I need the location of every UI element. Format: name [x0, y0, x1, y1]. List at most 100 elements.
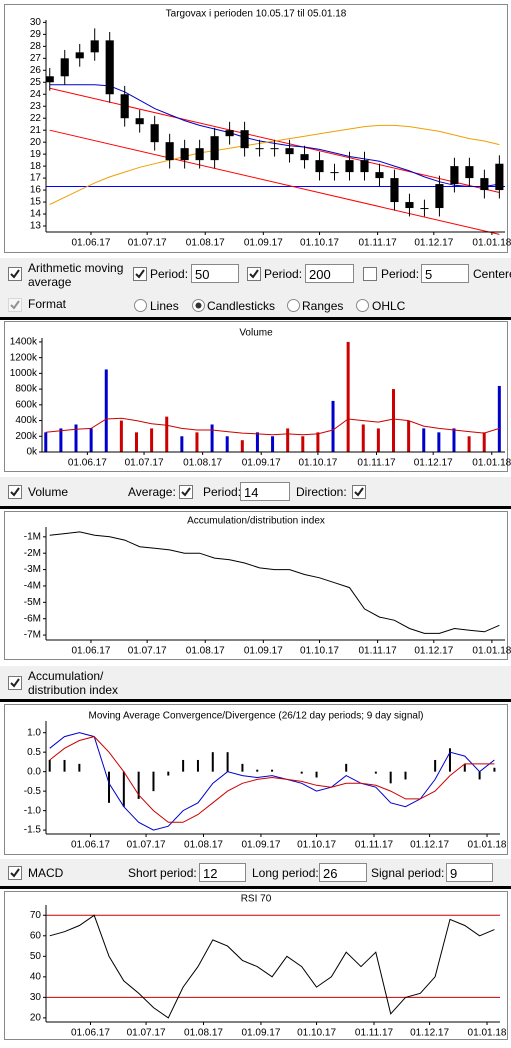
checkbox[interactable]	[8, 298, 22, 312]
x-tick-label: 01.12.17	[410, 1028, 449, 1039]
x-tick-label: 01.12.17	[414, 646, 453, 657]
trend-line	[49, 129, 500, 235]
volume-bar	[437, 432, 441, 452]
volume-bar	[165, 416, 169, 452]
y-tick-label: 26	[30, 65, 42, 76]
chart-title: Volume	[239, 328, 273, 339]
label: Format	[28, 297, 67, 311]
x-tick-label: 01.06.17	[71, 1028, 110, 1039]
y-tick-label: -3M	[24, 564, 41, 575]
checkbox[interactable]	[247, 267, 261, 281]
x-tick-label: 01.08.17	[184, 840, 223, 851]
volume-bar	[255, 432, 259, 452]
series-line	[49, 914, 495, 1019]
y-tick-label: -1.5	[24, 825, 42, 836]
candle-body	[75, 52, 84, 59]
input[interactable]: 12	[199, 863, 246, 882]
check-mark	[10, 868, 20, 878]
y-tick-label: -1.0	[24, 805, 42, 816]
volume-bar	[331, 400, 335, 452]
x-tick-label: 01.07.17	[128, 646, 167, 657]
y-tick-label: 24	[30, 89, 42, 100]
candle-body	[375, 172, 384, 179]
input[interactable]: 200	[305, 264, 354, 283]
y-tick-label: 28	[30, 41, 42, 52]
y-tick-label: -6M	[24, 613, 41, 624]
x-tick-label: 01.10.17	[300, 646, 339, 657]
y-tick-label: -2M	[24, 548, 41, 559]
volume-bar	[482, 432, 486, 452]
y-tick-label: 29	[30, 29, 42, 40]
label: Arithmetic moving average	[28, 261, 124, 289]
x-tick-label: 01.11.17	[355, 840, 394, 851]
y-tick-label: 1.0	[27, 727, 41, 738]
candle-body	[135, 118, 144, 125]
y-tick-label: 30	[30, 992, 42, 1003]
y-tick-label: 27	[30, 53, 42, 64]
checkbox[interactable]	[363, 267, 377, 281]
radio[interactable]	[134, 299, 147, 312]
checkbox[interactable]	[8, 676, 22, 690]
checkbox[interactable]	[8, 485, 22, 499]
checkbox[interactable]	[8, 866, 22, 880]
volume-chart: Volume 0k 200k 400k 600k 800k 1000k 1200k 1400k 0…	[4, 321, 511, 472]
checkbox[interactable]	[179, 485, 193, 499]
input[interactable]: 14	[240, 482, 290, 501]
y-tick-label: 14	[30, 209, 42, 220]
candle-body	[270, 148, 279, 150]
volume-bar	[44, 432, 48, 452]
y-tick-label: 18	[30, 161, 42, 172]
x-tick-label: 01.07.17	[127, 840, 166, 851]
checkbox[interactable]	[8, 267, 22, 281]
checkbox[interactable]	[352, 485, 366, 499]
candle-body	[45, 76, 54, 83]
y-tick-label: 800k	[15, 384, 38, 395]
chart-title: Targovax i perioden 10.05.17 til 05.01.1…	[166, 9, 347, 20]
candle-body	[165, 142, 174, 161]
candle-body	[195, 148, 204, 161]
label: Accumulation/ distribution index	[28, 669, 119, 697]
candle-body	[90, 40, 99, 53]
volume-bar	[286, 428, 290, 452]
volume-bar	[89, 428, 93, 452]
chart-title: RSI 70	[241, 894, 272, 905]
volume-bar	[376, 428, 380, 452]
x-tick-label: 01.06.17	[71, 646, 110, 657]
x-tick-label: 01.12.17	[414, 458, 453, 469]
input[interactable]: 26	[319, 863, 367, 882]
label: OHLC	[372, 299, 406, 313]
x-tick-label: 01.09.17	[244, 646, 283, 657]
check-mark	[249, 269, 259, 279]
label: Long period:	[252, 866, 319, 880]
chart-title: Moving Average Convergence/Divergence (2…	[88, 711, 423, 722]
label: MACD	[28, 866, 64, 880]
input[interactable]: 9	[446, 863, 493, 882]
rsi-chart: RSI 70 20 30 40 50 60 70 01.06.17 01.07.17 01.08.…	[4, 891, 508, 1040]
separator	[0, 317, 511, 320]
series-line	[49, 736, 495, 823]
candle-body	[345, 160, 354, 173]
frame	[4, 511, 508, 660]
series-line	[49, 732, 495, 831]
input[interactable]: 5	[421, 264, 469, 283]
x-tick-label: 01.01.18	[468, 840, 507, 851]
separator	[0, 699, 511, 702]
x-tick-label: 01.01.18	[468, 1028, 507, 1039]
y-tick-label: 200k	[15, 431, 38, 442]
radio[interactable]	[356, 299, 369, 312]
volume-bar	[407, 420, 411, 452]
label: Ranges	[302, 299, 344, 313]
frame	[4, 891, 508, 1040]
input[interactable]: 50	[191, 264, 239, 283]
label: Average:	[128, 485, 176, 499]
checkbox[interactable]	[133, 267, 147, 281]
radio[interactable]	[287, 299, 300, 312]
radio[interactable]	[192, 299, 205, 312]
ma-controls: Arithmetic moving average Period: 50 Per…	[0, 258, 511, 318]
y-tick-label: 0.0	[27, 766, 41, 777]
y-tick-label: -5M	[24, 597, 41, 608]
y-tick-label: 0.5	[27, 747, 41, 758]
x-tick-label: 01.11.17	[357, 458, 396, 469]
y-tick-label: 70	[30, 910, 42, 921]
